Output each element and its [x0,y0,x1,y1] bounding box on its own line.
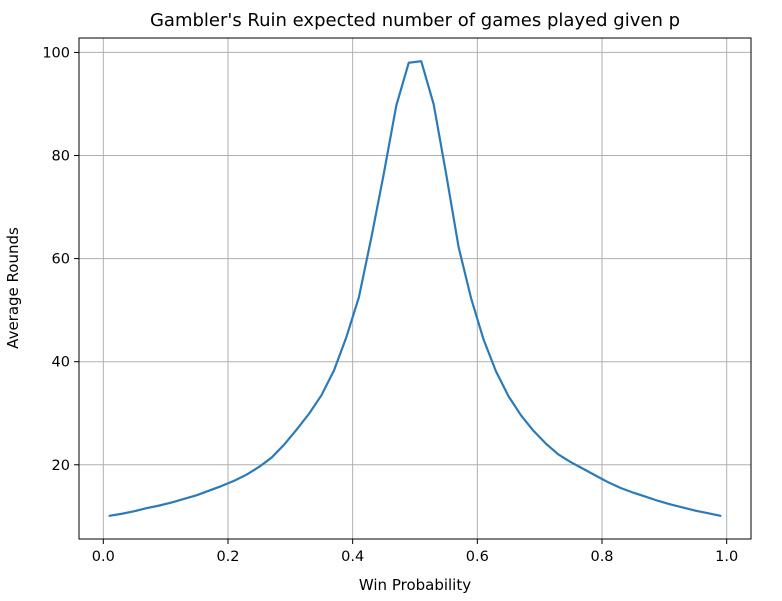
plot-frame [78,37,752,540]
series-line [108,60,722,517]
x-tick-label: 0.8 [590,549,613,565]
x-tick-label: 0.2 [216,549,239,565]
x-tick-label: 0.0 [92,549,115,565]
y-axis-label: Average Rounds [4,227,22,349]
axis-ticks: 0.0 0.2 0.4 0.6 0.8 1.0 20 40 60 80 100 [42,45,738,565]
grid [79,38,751,539]
y-tick-label: 60 [52,252,70,268]
x-tick-label: 0.6 [466,549,489,565]
x-tick-label: 1.0 [715,549,738,565]
x-axis-label: Win Probability [359,576,471,594]
y-tick-label: 100 [42,45,70,61]
series-layer [108,60,722,517]
y-tick-label: 80 [52,149,70,165]
x-tick-label: 0.4 [341,549,364,565]
chart-title: Gambler's Ruin expected number of games … [150,10,680,31]
y-tick-label: 40 [52,355,70,371]
y-tick-label: 20 [52,458,70,474]
